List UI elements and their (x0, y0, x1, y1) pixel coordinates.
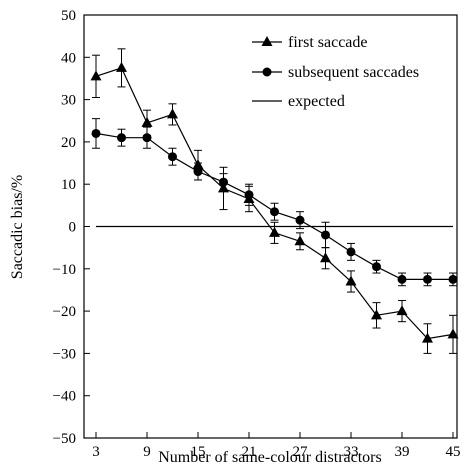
y-tick-label: 10 (61, 177, 76, 193)
y-tick-label: −50 (53, 431, 76, 447)
triangle-marker (294, 235, 306, 246)
circle-marker (168, 152, 177, 162)
legend-label: subsequent saccades (288, 64, 419, 81)
circle-marker (142, 133, 152, 143)
series-layer (90, 48, 459, 354)
circle-marker (244, 190, 254, 200)
series-subsequent-saccades (91, 118, 458, 287)
y-tick-label: −10 (53, 262, 76, 278)
circle-marker (372, 262, 381, 272)
y-tick-label: −30 (53, 346, 76, 362)
y-tick-label: 50 (61, 8, 76, 24)
triangle-marker (116, 61, 127, 72)
circle-marker (346, 247, 356, 257)
y-axis-title: Saccadic bias/% (9, 175, 26, 279)
y-tick-label: −20 (53, 304, 76, 320)
triangle-marker (269, 226, 280, 237)
legend-item: subsequent saccades (252, 64, 419, 81)
x-tick-label: 9 (143, 444, 151, 460)
triangle-marker (167, 108, 178, 119)
triangle-marker (320, 252, 331, 263)
legend-item: expected (252, 93, 345, 110)
x-tick-label: 15 (191, 444, 206, 460)
series-first-saccade (90, 48, 459, 354)
circle-marker (295, 215, 305, 225)
circle-marker (219, 177, 228, 187)
y-tick-label: 20 (61, 135, 76, 151)
x-tick-label: 45 (446, 444, 461, 460)
circle-marker (91, 128, 101, 138)
y-tick-label: 30 (61, 93, 76, 109)
x-tick-label: 33 (344, 444, 359, 460)
legend-label: first saccade (288, 34, 368, 51)
x-tick-label: 39 (395, 444, 410, 460)
circle-marker (397, 274, 407, 284)
triangle-marker (90, 70, 102, 81)
circle-marker (193, 167, 203, 177)
circle-marker (117, 133, 126, 143)
triangle-marker (371, 309, 382, 320)
x-axis-title: Number of same-colour distractors (158, 449, 381, 466)
x-tick-label: 3 (92, 444, 100, 460)
triangle-marker (345, 275, 357, 286)
triangle-marker (422, 332, 433, 343)
legend-label: expected (288, 93, 345, 110)
circle-marker (423, 274, 432, 284)
legend-circle-marker (262, 67, 272, 77)
triangle-marker (396, 305, 408, 316)
legend-triangle-marker (261, 36, 273, 46)
y-axis: 50 40 30 20 10 0 −10 −20 −30 −40 −50 (53, 8, 90, 447)
x-tick-label: 21 (242, 444, 257, 460)
y-tick-label: 40 (61, 50, 76, 66)
triangle-marker (141, 116, 153, 127)
circle-marker (448, 274, 458, 284)
legend: first saccade subsequent saccades expected (252, 34, 419, 110)
legend-item: first saccade (252, 34, 368, 51)
x-tick-label: 27 (293, 444, 309, 460)
y-tick-label: 0 (69, 220, 77, 236)
circle-marker (270, 207, 279, 217)
triangle-marker (447, 328, 459, 339)
circle-marker (321, 230, 330, 240)
y-tick-label: −40 (53, 389, 76, 405)
x-axis: 3 9 15 21 27 33 39 45 (92, 432, 461, 460)
